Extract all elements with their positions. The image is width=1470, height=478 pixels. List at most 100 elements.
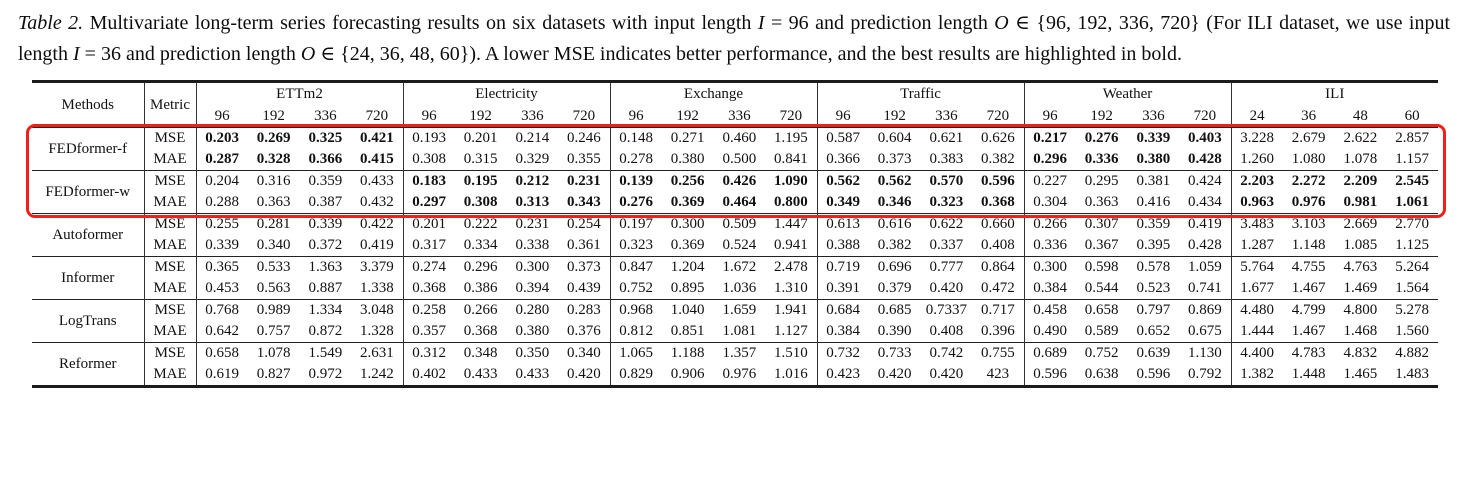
caption-text: Multivariate long-term series forecastin…	[89, 12, 758, 34]
value-cell: 5.278	[1386, 299, 1438, 321]
value-cell: 4.480	[1230, 299, 1283, 321]
value-cell: 0.363	[1084, 194, 1119, 210]
value-cell: 0.246	[558, 127, 610, 149]
value-cell: 0.266	[454, 299, 507, 321]
value-cell: 0.349	[816, 192, 869, 214]
value-cell: 0.596	[1136, 366, 1171, 382]
value-cell: 0.269	[247, 127, 300, 149]
method-name: FEDformer-f	[32, 127, 144, 171]
value-cell: 0.359	[299, 170, 352, 192]
value-cell: 0.312	[402, 342, 455, 364]
value-cell: 0.227	[1023, 170, 1076, 192]
metric-header: Metric	[143, 81, 196, 128]
value-cell: 0.203	[195, 127, 248, 149]
value-cell: 0.357	[402, 321, 455, 343]
metric-label: MSE	[143, 342, 196, 364]
value-cell: 0.308	[402, 149, 455, 171]
metric-label: MAE	[143, 192, 196, 214]
value-cell: 0.287	[195, 149, 248, 171]
value-cell: 0.578	[1127, 256, 1180, 278]
table-row: MAE 0.288 0.363 0.387 0.432 0.297 0.308 0.313 0.…	[32, 192, 1438, 214]
caption-math: O	[994, 12, 1009, 34]
caption-math: O	[300, 43, 316, 65]
value-cell: 0.381	[1127, 170, 1180, 192]
value-cell: 0.596	[972, 170, 1024, 192]
value-cell: 0.533	[247, 256, 300, 278]
value-cell: 0.394	[515, 280, 550, 296]
value-cell: 1.468	[1343, 323, 1378, 339]
value-cell: 3.048	[351, 299, 403, 321]
value-cell: 0.363	[256, 194, 291, 210]
value-cell: 0.308	[463, 194, 498, 210]
horizon-header: 96	[402, 105, 455, 128]
method-group: Reformer MSE 0.658 1.078 1.549 2.631 0.312 0.34…	[32, 342, 1438, 387]
value-cell: 4.799	[1282, 299, 1335, 321]
value-cell: 0.428	[1188, 151, 1222, 167]
horizon-header: 720	[558, 105, 610, 128]
caption-text: = 36 and prediction length	[79, 43, 301, 65]
table-wrap: Methods Metric ETTm2 Electricity Exchange Tra…	[26, 80, 1446, 388]
value-cell: 4.400	[1230, 342, 1283, 364]
value-cell: 1.081	[722, 323, 757, 339]
value-cell: 0.183	[402, 170, 455, 192]
value-cell: 0.433	[515, 366, 550, 382]
value-cell: 0.388	[816, 235, 869, 257]
value-cell: 1.061	[1395, 194, 1429, 210]
value-cell: 0.297	[402, 192, 455, 214]
value-cell: 0.500	[722, 151, 757, 167]
value-cell: 0.426	[713, 170, 766, 192]
value-cell: 1.040	[661, 299, 714, 321]
value-cell: 0.621	[920, 127, 973, 149]
value-cell: 0.439	[567, 280, 601, 296]
value-cell: 0.366	[308, 151, 343, 167]
method-group: FEDformer-w MSE 0.204 0.316 0.359 0.433 0.183 0…	[32, 170, 1438, 214]
method-group: Informer MSE 0.365 0.533 1.363 3.379 0.274 0.29…	[32, 256, 1438, 300]
caption-text: = 96 and prediction length	[764, 12, 995, 34]
horizon-header: 96	[195, 105, 248, 128]
horizon-header: 192	[868, 105, 921, 128]
value-cell: 1.659	[713, 299, 766, 321]
dataset-header: ETTm2	[195, 81, 403, 105]
value-cell: 0.316	[247, 170, 300, 192]
table-row: Autoformer MSE 0.255 0.281 0.339 0.422 0.201 0.…	[32, 213, 1438, 257]
value-cell: 0.757	[256, 323, 291, 339]
value-cell: 0.274	[402, 256, 455, 278]
value-cell: 0.524	[722, 237, 757, 253]
value-cell: 0.355	[567, 151, 601, 167]
value-cell: 1.447	[765, 213, 817, 235]
value-cell: 0.315	[463, 151, 498, 167]
value-cell: 5.764	[1230, 256, 1283, 278]
value-cell: 0.295	[1075, 170, 1128, 192]
value-cell: 0.387	[308, 194, 343, 210]
value-cell: 0.339	[195, 235, 248, 257]
value-cell: 4.763	[1334, 256, 1387, 278]
value-cell: 2.203	[1230, 170, 1283, 192]
caption-math: I	[73, 43, 80, 65]
value-cell: 0.231	[558, 170, 610, 192]
value-cell: 1.195	[765, 127, 817, 149]
value-cell: 0.490	[1023, 321, 1076, 343]
metric-label: MAE	[143, 321, 196, 343]
value-cell: 0.717	[972, 299, 1024, 321]
value-cell: 1.448	[1291, 366, 1326, 382]
value-cell: 1.130	[1179, 342, 1231, 364]
value-cell: 0.421	[351, 127, 403, 149]
value-cell: 0.382	[877, 237, 912, 253]
value-cell: 0.658	[1075, 299, 1128, 321]
value-cell: 0.887	[308, 280, 343, 296]
value-cell: 0.422	[351, 213, 403, 235]
value-cell: 0.433	[463, 366, 498, 382]
value-cell: 0.338	[515, 237, 550, 253]
value-cell: 0.380	[1136, 151, 1171, 167]
value-cell: 1.090	[765, 170, 817, 192]
value-cell: 1.080	[1291, 151, 1326, 167]
value-cell: 1.677	[1230, 278, 1283, 300]
value-cell: 0.684	[816, 299, 869, 321]
value-cell: 0.288	[195, 192, 248, 214]
value-cell: 0.408	[929, 323, 964, 339]
value-cell: 0.869	[1179, 299, 1231, 321]
value-cell: 0.587	[816, 127, 869, 149]
value-cell: 0.768	[195, 299, 248, 321]
value-cell: 0.472	[981, 280, 1015, 296]
value-cell: 0.792	[1188, 366, 1222, 382]
